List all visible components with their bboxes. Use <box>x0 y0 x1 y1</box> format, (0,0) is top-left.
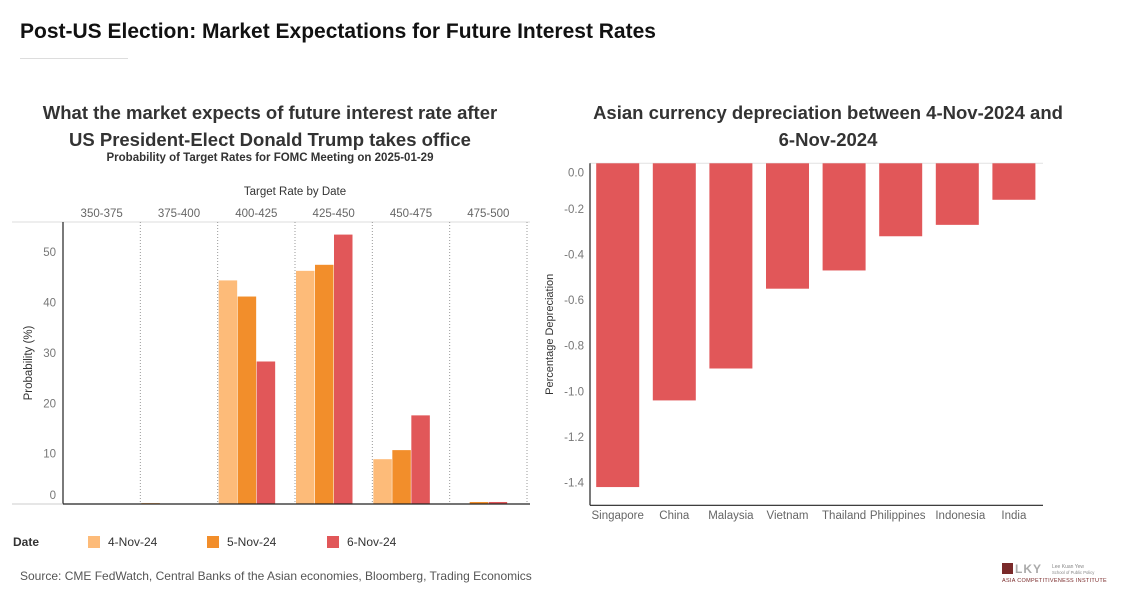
x-category-label: 425-450 <box>313 208 355 220</box>
right-chart-title-line2: 6-Nov-2024 <box>778 129 878 150</box>
bar-4-Nov-24-450-475 <box>373 459 392 504</box>
x-category-label: Thailand <box>822 510 866 522</box>
left-chart-title-line1: What the market expects of future intere… <box>42 102 498 123</box>
legend-item-5-nov[interactable]: 5-Nov-24 <box>207 535 276 549</box>
bar-4-Nov-24-400-425 <box>218 280 238 504</box>
currency-depreciation-chart: 0.0 -0.2 -0.4 -0.6 -0.8 -1.0 -1.2 -1.4 Percentag… <box>544 162 1043 522</box>
y-tick-label: 20 <box>43 398 56 410</box>
bar-6-Nov-24-400-425 <box>256 361 276 504</box>
x-category-label: 400-425 <box>235 208 277 220</box>
bar-Philippines <box>879 163 923 237</box>
lky-aci-logo: LKY Lee Kuan Yew School of Public Policy… <box>1002 562 1107 584</box>
page-title: Post-US Election: Market Expectations fo… <box>20 20 656 43</box>
legend-swatch <box>88 536 100 548</box>
svg-text:Lee Kuan Yew: Lee Kuan Yew <box>1052 564 1084 570</box>
x-category-label: 475-500 <box>467 208 509 220</box>
svg-text:School of Public Policy: School of Public Policy <box>1052 570 1095 575</box>
y-tick-label: 0 <box>50 490 56 502</box>
legend-label: 5-Nov-24 <box>227 535 277 549</box>
y-tick-label: -0.8 <box>564 341 584 353</box>
y-tick-label: 30 <box>43 348 56 360</box>
left-chart-title-line2: US President-Elect Donald Trump takes of… <box>69 129 471 150</box>
bar-Malaysia <box>709 163 753 369</box>
bar-Vietnam <box>766 163 809 289</box>
bar-Singapore <box>596 163 640 488</box>
x-category-label: Indonesia <box>935 510 985 522</box>
x-category-label: Vietnam <box>767 510 809 522</box>
x-category-label: 350-375 <box>81 208 123 220</box>
y-axis-title: Probability (%) <box>23 325 35 400</box>
y-axis-title: Percentage Depreciation <box>544 274 556 395</box>
svg-text:LKY: LKY <box>1015 562 1042 576</box>
source-note: Source: CME FedWatch, Central Banks of t… <box>20 569 532 583</box>
legend-item-6-nov[interactable]: 6-Nov-24 <box>327 535 396 549</box>
legend-label: 4-Nov-24 <box>108 535 158 549</box>
x-category-label: Singapore <box>591 510 643 522</box>
bar-5-Nov-24-475-500 <box>469 501 489 504</box>
y-tick-label: -1.4 <box>564 478 584 490</box>
y-tick-label: -0.6 <box>564 295 584 307</box>
bar-4-Nov-24-425-450 <box>296 270 315 504</box>
right-chart-title: Asian currency depreciation between 4-No… <box>548 99 1108 153</box>
legend-item-4-nov[interactable]: 4-Nov-24 <box>88 535 157 549</box>
x-category-label: China <box>659 510 690 522</box>
right-chart-title-line1: Asian currency depreciation between 4-No… <box>593 102 1063 123</box>
x-category-label: Philippines <box>870 510 926 522</box>
x-category-label: 450-475 <box>390 208 432 220</box>
y-tick-label: -0.4 <box>564 250 584 262</box>
legend-label: 6-Nov-24 <box>347 535 397 549</box>
bar-5-Nov-24-425-450 <box>315 264 334 504</box>
svg-text:ASIA COMPETITIVENESS INSTITUTE: ASIA COMPETITIVENESS INSTITUTE <box>1002 578 1107 584</box>
legend-swatch <box>327 536 339 548</box>
y-tick-label: 10 <box>43 449 56 461</box>
y-tick-label: 50 <box>43 247 56 259</box>
title-divider <box>20 58 128 59</box>
y-tick-label: 40 <box>43 298 56 310</box>
bar-India <box>992 163 1036 200</box>
y-tick-label: -0.2 <box>564 204 584 216</box>
left-chart-subtitle: Probability of Target Rates for FOMC Mee… <box>106 152 434 164</box>
x-category-label: 375-400 <box>158 208 200 220</box>
legend-swatch <box>207 536 219 548</box>
bar-Thailand <box>822 163 866 271</box>
bar-5-Nov-24-450-475 <box>392 450 411 504</box>
bar-Indonesia <box>935 163 979 225</box>
rate-probability-chart: Target Rate by Date 350-375 375-400 400-425… <box>12 186 530 505</box>
y-tick-label: 0.0 <box>568 167 584 179</box>
legend-title: Date <box>13 535 40 549</box>
bar-6-Nov-24-450-475 <box>411 415 430 504</box>
y-tick-label: -1.0 <box>564 386 584 398</box>
y-tick-label: -1.2 <box>564 432 584 444</box>
bar-5-Nov-24-400-425 <box>237 296 257 504</box>
x-category-label: India <box>1001 510 1027 522</box>
x-category-label: Malaysia <box>708 510 754 522</box>
left-chart-title: What the market expects of future intere… <box>0 99 540 153</box>
bar-6-Nov-24-425-450 <box>334 234 353 504</box>
bar-6-Nov-24-475-500 <box>488 501 508 504</box>
bar-China <box>652 163 696 401</box>
x-axis-title: Target Rate by Date <box>244 186 346 198</box>
